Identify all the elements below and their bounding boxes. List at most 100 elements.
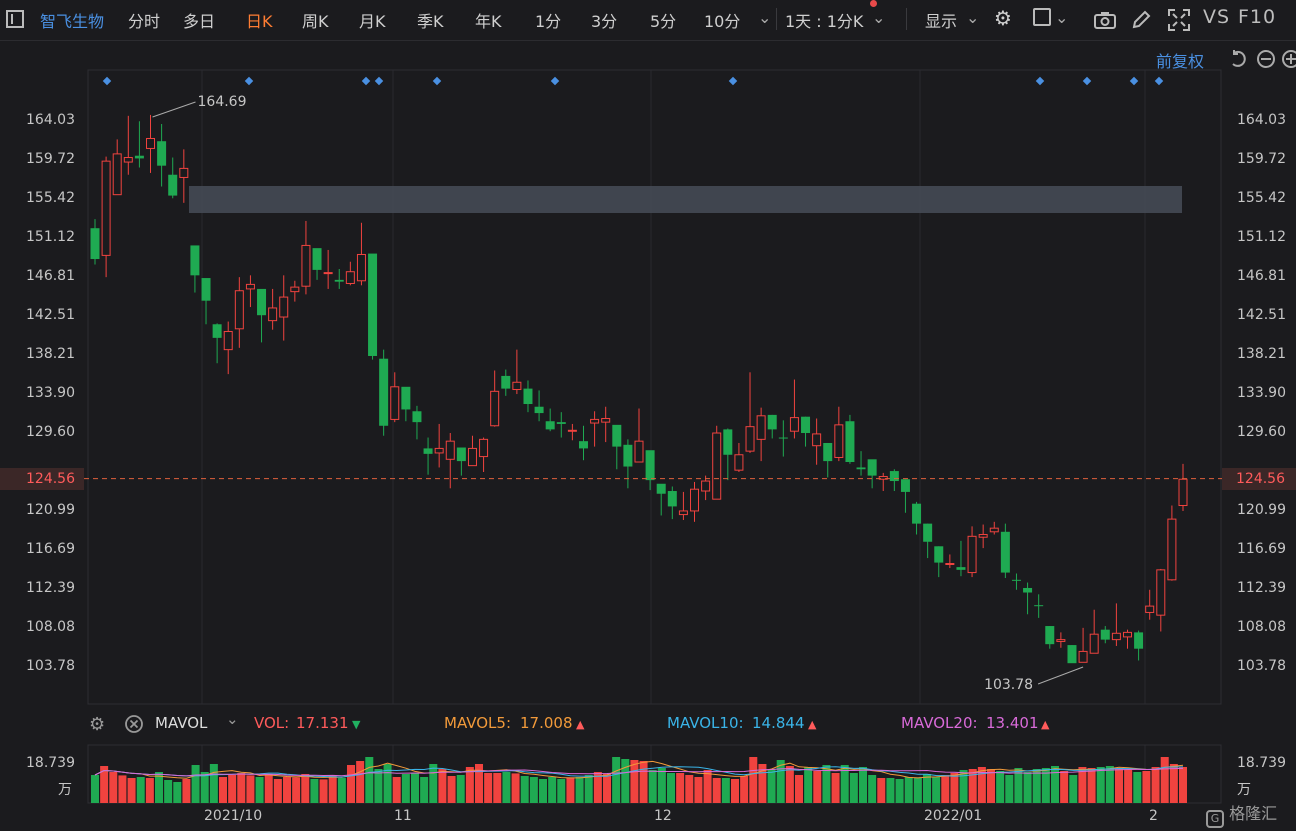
candle[interactable]: [645, 450, 655, 491]
volume-bar[interactable]: [1105, 766, 1114, 803]
candle[interactable]: [1023, 582, 1033, 615]
volume-bar[interactable]: [118, 775, 127, 803]
candle[interactable]: [390, 372, 400, 423]
volume-bar[interactable]: [200, 772, 209, 803]
candle[interactable]: [534, 390, 544, 422]
volume-bar[interactable]: [913, 777, 922, 803]
volume-bar[interactable]: [502, 772, 511, 803]
period-select[interactable]: 1天 : 1分K: [785, 12, 864, 31]
volume-bar[interactable]: [849, 773, 858, 803]
candle[interactable]: [1167, 505, 1177, 581]
candle[interactable]: [789, 379, 799, 439]
tab-multiday[interactable]: 多日: [183, 12, 216, 31]
volume-bar[interactable]: [155, 772, 163, 803]
volume-bar[interactable]: [1151, 767, 1160, 803]
volume-bar[interactable]: [667, 773, 675, 803]
candle[interactable]: [1056, 632, 1066, 648]
candle[interactable]: [268, 288, 278, 330]
volume-bar[interactable]: [310, 779, 319, 803]
candle[interactable]: [967, 526, 977, 578]
tab-1min[interactable]: 1分: [535, 12, 562, 31]
volume-bar[interactable]: [337, 778, 346, 803]
candle[interactable]: [1000, 523, 1010, 579]
candle[interactable]: [112, 139, 122, 196]
volume-bar[interactable]: [411, 773, 419, 803]
event-marker[interactable]: [1129, 76, 1139, 86]
candle[interactable]: [456, 447, 466, 476]
event-marker[interactable]: [102, 76, 112, 86]
zoom-out-icon[interactable]: [1256, 49, 1276, 73]
tab-3min[interactable]: 3分: [591, 12, 618, 31]
volume-bar[interactable]: [255, 777, 264, 803]
volume-bar[interactable]: [219, 777, 227, 803]
candle[interactable]: [168, 157, 178, 199]
vs-button[interactable]: VS: [1203, 6, 1231, 28]
candle[interactable]: [134, 121, 144, 168]
volume-bar[interactable]: [264, 774, 273, 803]
volume-bar[interactable]: [1124, 770, 1133, 803]
volume-bar[interactable]: [475, 764, 483, 803]
tab-weekly-k[interactable]: 周K: [302, 12, 329, 31]
gear-icon[interactable]: ⚙: [89, 714, 106, 735]
panel-toggle-icon[interactable]: [6, 10, 24, 28]
candle[interactable]: [490, 370, 500, 427]
candle[interactable]: [856, 451, 866, 476]
volume-bar[interactable]: [1160, 757, 1169, 803]
candle[interactable]: [501, 369, 511, 396]
volume-bar[interactable]: [1051, 766, 1059, 803]
candle[interactable]: [323, 249, 333, 289]
candle[interactable]: [923, 523, 933, 559]
candle[interactable]: [612, 424, 622, 470]
candle[interactable]: [812, 418, 822, 465]
volume-bar[interactable]: [438, 769, 447, 803]
candle[interactable]: [423, 437, 433, 475]
f10-button[interactable]: F10: [1238, 6, 1277, 28]
volume-bar[interactable]: [283, 777, 291, 803]
volume-bar[interactable]: [923, 774, 931, 803]
candle[interactable]: [279, 275, 289, 341]
indicator-name[interactable]: MAVOL: [155, 714, 208, 732]
volume-bar[interactable]: [977, 767, 986, 803]
volume-bar[interactable]: [529, 777, 538, 803]
volume-bar[interactable]: [401, 774, 410, 803]
candle[interactable]: [667, 486, 677, 520]
candle[interactable]: [1089, 609, 1099, 654]
volume-bar[interactable]: [685, 775, 694, 803]
volume-bar[interactable]: [721, 778, 730, 803]
candle[interactable]: [190, 245, 200, 293]
candle[interactable]: [956, 540, 966, 577]
candle[interactable]: [345, 261, 355, 286]
volume-bar[interactable]: [785, 766, 794, 803]
event-marker[interactable]: [432, 76, 442, 86]
chevron-down-icon[interactable]: ⌄: [966, 8, 980, 27]
volume-bar[interactable]: [1142, 771, 1151, 803]
volume-bar[interactable]: [465, 767, 474, 803]
volume-bar[interactable]: [1133, 772, 1142, 803]
volume-bar[interactable]: [109, 772, 118, 803]
candle[interactable]: [1178, 463, 1188, 511]
volume-bar[interactable]: [548, 777, 557, 803]
volume-bar[interactable]: [1179, 767, 1187, 803]
volume-bar[interactable]: [566, 777, 575, 803]
volume-bar[interactable]: [895, 779, 904, 803]
candle[interactable]: [1100, 626, 1110, 644]
candle[interactable]: [1122, 629, 1132, 649]
candle[interactable]: [401, 386, 411, 422]
volume-bar[interactable]: [932, 777, 941, 803]
pencil-icon[interactable]: [1130, 9, 1152, 35]
tab-yearly-k[interactable]: 年K: [475, 12, 502, 31]
candle[interactable]: [334, 268, 344, 289]
volume-bar[interactable]: [621, 759, 630, 803]
candle[interactable]: [301, 220, 311, 295]
volume-bar[interactable]: [868, 775, 877, 803]
display-menu[interactable]: 显示: [925, 12, 958, 31]
checkbox-icon[interactable]: [1033, 8, 1051, 26]
volume-bar[interactable]: [1115, 768, 1123, 803]
volume-bar[interactable]: [593, 772, 602, 803]
chevron-down-icon[interactable]: ⌄: [226, 710, 239, 728]
candle[interactable]: [90, 219, 100, 265]
volume-bar[interactable]: [959, 770, 968, 803]
candle[interactable]: [245, 275, 255, 308]
volume-bar[interactable]: [612, 757, 621, 803]
volume-bar[interactable]: [1069, 775, 1078, 803]
